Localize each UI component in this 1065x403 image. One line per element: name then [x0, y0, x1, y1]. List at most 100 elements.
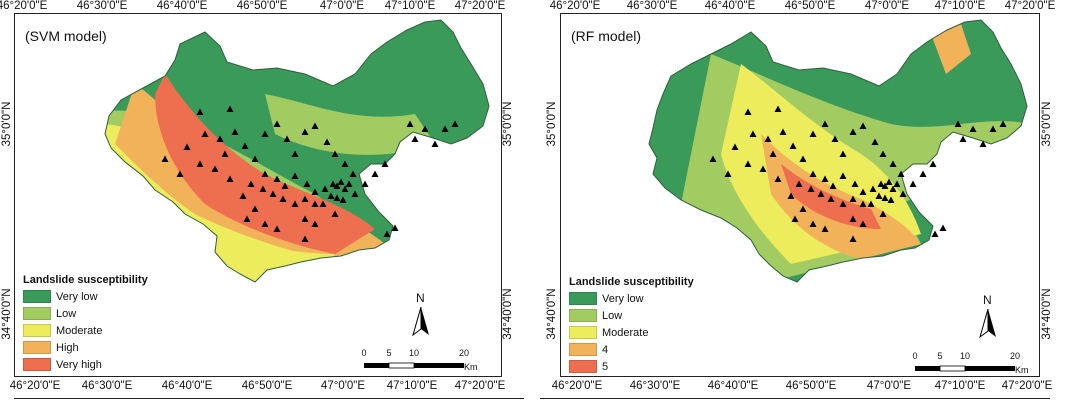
landslide-marker: [799, 155, 807, 162]
legend-item: Very high: [23, 356, 148, 373]
landslide-marker: [731, 143, 739, 150]
north-arrow-icon: [412, 306, 429, 337]
landslide-marker: [799, 205, 807, 212]
landslide-marker: [774, 105, 782, 112]
lat-tick-right: 34°40'0"N: [1041, 288, 1053, 340]
landslide-marker: [327, 192, 335, 199]
landslide-marker: [849, 128, 857, 135]
landslide-marker: [709, 155, 717, 162]
landslide-marker: [897, 170, 905, 177]
landslide-marker: [301, 215, 309, 222]
landslide-marker: [881, 194, 889, 201]
legend-swatch: [23, 341, 51, 354]
landslide-marker: [351, 190, 359, 197]
landslide-marker: [383, 230, 391, 237]
landslide-marker: [821, 175, 829, 182]
landslide-marker: [877, 180, 885, 187]
legend: Landslide susceptibility Very low Low Mo…: [569, 276, 694, 375]
landslide-marker: [939, 224, 947, 231]
landslide-marker: [889, 160, 897, 167]
north-arrow: N: [408, 291, 438, 341]
landslide-marker: [241, 142, 249, 149]
landslide-marker: [411, 135, 419, 142]
panel-underline: [14, 398, 524, 399]
landslide-marker: [451, 120, 459, 127]
lon-tick-bottom: 46°40'0"E: [161, 380, 213, 392]
legend-item: Very low: [569, 290, 694, 307]
landslide-marker: [899, 190, 907, 197]
legend-title: Landslide susceptibility: [569, 276, 694, 288]
legend-item: Very low: [23, 288, 148, 305]
landslide-marker: [759, 165, 767, 172]
landslide-marker: [231, 128, 239, 135]
lon-tick-bottom: 47°20'0"E: [1001, 380, 1053, 392]
landslide-marker: [261, 220, 269, 227]
landslide-marker: [807, 185, 815, 192]
landslide-marker: [281, 182, 289, 189]
landslide-marker: [331, 150, 339, 157]
legend-swatch: [569, 343, 597, 356]
landslide-marker: [839, 150, 847, 157]
legend-label: Very low: [56, 290, 98, 303]
landslide-marker: [311, 200, 319, 207]
landslide-marker: [849, 235, 857, 242]
legend-title: Landslide susceptibility: [23, 274, 148, 286]
landslide-marker: [809, 220, 817, 227]
landslide-marker: [859, 200, 867, 207]
landslide-marker: [216, 135, 224, 142]
landslide-marker: [724, 170, 732, 177]
lon-tick-top: 46°30'0"E: [626, 0, 678, 12]
landslide-marker: [849, 195, 857, 202]
legend-swatch: [23, 358, 51, 371]
landslide-marker: [969, 125, 977, 132]
landslide-marker: [744, 160, 752, 167]
scale-bar-graphic: [364, 362, 464, 369]
landslide-marker: [839, 172, 847, 179]
landslide-marker: [441, 125, 449, 132]
lat-tick-right: 35°0'0"N: [1041, 101, 1053, 147]
susceptibility-map: [104, 19, 490, 283]
landslide-marker: [176, 170, 184, 177]
legend-label: High: [56, 341, 79, 354]
legend-swatch: [569, 309, 597, 322]
lon-tick-bottom: 46°30'0"E: [629, 380, 681, 392]
landslide-marker: [817, 190, 825, 197]
lon-tick-top: 47°20'0"E: [454, 0, 506, 12]
legend-swatch: [23, 307, 51, 320]
legend-item: 4: [569, 341, 694, 358]
landslide-marker: [809, 130, 817, 137]
landslide-marker: [954, 120, 962, 127]
landslide-marker: [303, 180, 311, 187]
scale-label: 5: [386, 348, 392, 358]
landslide-marker: [323, 138, 331, 145]
lon-tick-top: 47°10'0"E: [384, 0, 436, 12]
landslide-marker: [821, 225, 829, 232]
landslide-marker: [339, 196, 347, 203]
scale-unit: Km: [464, 362, 478, 372]
legend-item: 5: [569, 358, 694, 375]
landslide-marker: [931, 230, 939, 237]
landslide-marker: [201, 130, 209, 137]
landslide-marker: [929, 160, 937, 167]
landslide-marker: [879, 150, 887, 157]
high-zone: [931, 24, 971, 74]
landslide-marker: [261, 170, 269, 177]
model-label: (SVM model): [25, 28, 107, 44]
landslide-marker: [859, 220, 867, 227]
landslide-marker: [291, 172, 299, 179]
legend: Landslide susceptibility Very low Low Mo…: [23, 274, 148, 373]
lon-tick-bottom: 47°0'0"E: [320, 380, 366, 392]
legend-label: 5: [602, 360, 609, 373]
legend-label: Low: [56, 307, 77, 320]
legend-item: Moderate: [23, 322, 148, 339]
high-zone: [761, 134, 921, 259]
legend-swatch: [569, 292, 597, 305]
landslide-marker: [887, 196, 895, 203]
low-zone: [265, 94, 435, 155]
svm-map-panel: 46°20'0"E 46°30'0"E 46°40'0"E 46°50'0"E …: [0, 0, 530, 403]
landslide-marker: [789, 142, 797, 149]
lat-tick-right: 34°40'0"N: [502, 288, 514, 340]
landslide-marker: [779, 128, 787, 135]
legend-label: Low: [602, 309, 623, 322]
landslide-marker: [261, 130, 269, 137]
